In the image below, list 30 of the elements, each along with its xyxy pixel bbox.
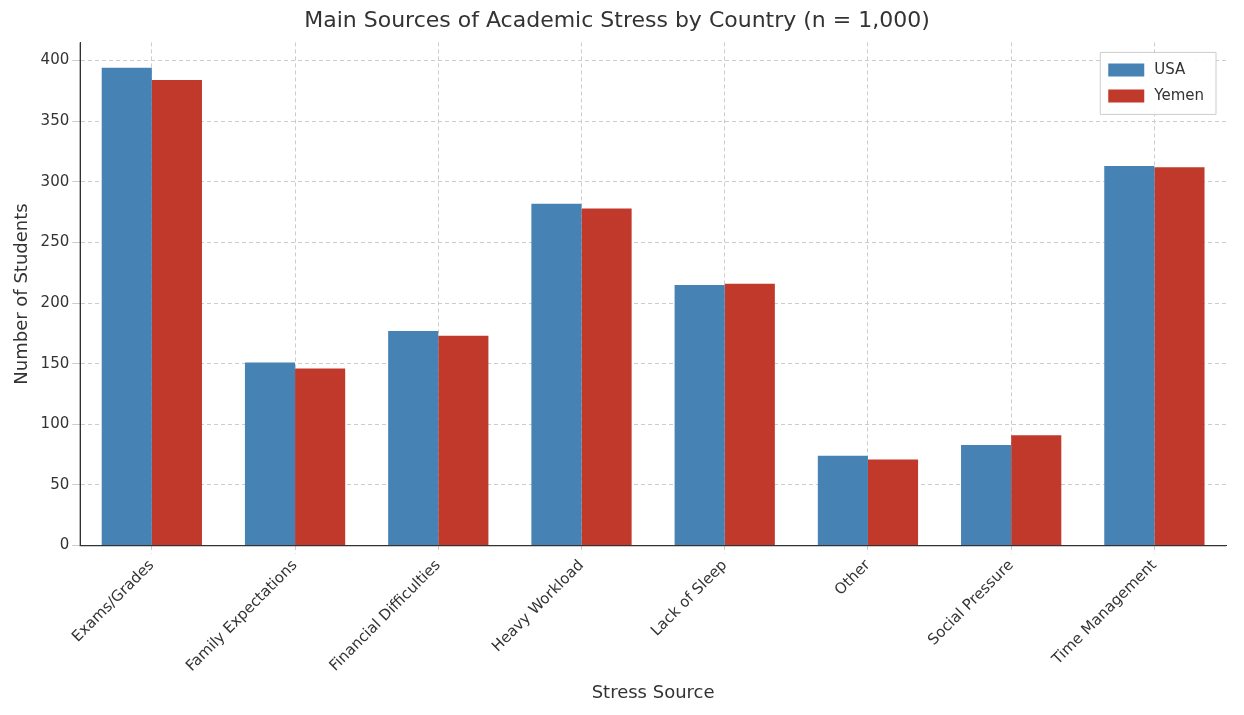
chart-title: Main Sources of Academic Stress by Country (n = 1,000) [304, 6, 930, 32]
bar [1154, 167, 1205, 546]
bar [295, 368, 346, 546]
y-tick-label: 400 [40, 50, 70, 69]
y-tick-label: 250 [40, 232, 70, 251]
bar [531, 203, 582, 546]
legend-label: USA [1154, 60, 1187, 79]
bar [438, 335, 489, 546]
bar [1011, 435, 1062, 546]
bar [961, 444, 1012, 546]
bar [674, 284, 725, 546]
bar [581, 208, 632, 546]
y-axis-title: Number of Students [10, 203, 32, 385]
bar [724, 283, 775, 546]
y-tick-label: 350 [40, 111, 70, 130]
y-tick-label: 150 [40, 353, 70, 372]
bar [1104, 166, 1155, 546]
bar [867, 459, 919, 546]
bar [817, 455, 868, 546]
bar [151, 79, 202, 546]
bar [244, 362, 296, 546]
x-axis-title: Stress Source [591, 680, 715, 702]
y-tick-label: 50 [50, 474, 70, 493]
legend-label: Yemen [1153, 86, 1204, 105]
bar [101, 67, 152, 546]
y-tick-label: 200 [40, 292, 70, 311]
y-tick-label: 100 [40, 414, 70, 433]
y-tick-label: 300 [40, 171, 70, 190]
bar [388, 330, 439, 546]
y-tick-label: 0 [59, 535, 70, 554]
